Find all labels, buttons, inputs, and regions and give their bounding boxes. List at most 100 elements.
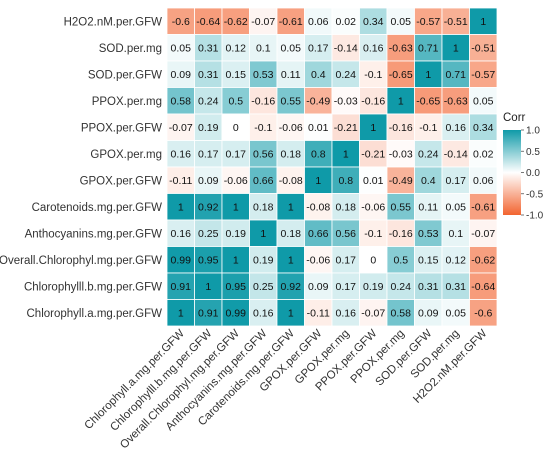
- heatmap-cell: [386, 272, 415, 300]
- cell-value-label: -0.63: [444, 96, 468, 108]
- cell-value-label: -0.51: [444, 16, 468, 28]
- heatmap-cell: [249, 166, 278, 194]
- y-axis-tick-labels: H2O2.nM.per.GFW SOD.per.mg SOD.per.GFW PPOX…: [0, 16, 162, 320]
- cell-value-label: 0.34: [473, 122, 494, 134]
- heatmap-cell: [469, 140, 498, 168]
- heatmap-cell: [166, 140, 195, 168]
- heatmap-cell: [221, 272, 250, 300]
- cell-value-label: 0.12: [446, 255, 467, 267]
- cell-value-label: 0.11: [418, 202, 438, 214]
- cell-value-label: 0.56: [336, 228, 357, 240]
- heatmap-cell: [304, 34, 333, 62]
- cell-value-label: 0.19: [363, 281, 384, 293]
- cell-value-label: 0.25: [253, 281, 274, 293]
- cell-value-label: -0.14: [444, 149, 468, 161]
- cell-value-label: 1: [343, 149, 349, 161]
- cell-value-label: 0.5: [393, 255, 408, 267]
- cell-value-label: 0.15: [418, 255, 439, 267]
- cell-value-label: 0.01: [363, 175, 384, 187]
- legend-tick-label: 0.5: [526, 147, 540, 158]
- cell-value-label: 0.16: [253, 308, 274, 320]
- cell-value-label: 0.31: [198, 69, 219, 81]
- legend: Corr 1.0 0.5 0.0 -0.5 -1.0: [503, 112, 544, 222]
- cell-value-label: 0.16: [171, 228, 192, 240]
- heatmap-cell: [304, 272, 333, 300]
- cell-value-label: 0.17: [198, 149, 219, 161]
- cell-value-label: -0.61: [471, 202, 495, 214]
- cell-value-label: -0.08: [306, 202, 330, 214]
- cell-value-label: 0.02: [473, 149, 494, 161]
- cell-value-label: 0.09: [418, 308, 439, 320]
- cell-value-label: 0.17: [446, 175, 467, 187]
- cell-value-label: 0.19: [253, 255, 274, 267]
- cell-value-label: -0.57: [416, 16, 440, 28]
- cell-value-label: -0.06: [306, 255, 330, 267]
- cell-value-label: 0.18: [253, 202, 274, 214]
- cell-value-label: 0.05: [171, 43, 192, 55]
- cell-value-label: 0.06: [473, 175, 494, 187]
- heatmap-cell: [331, 246, 360, 274]
- cell-value-label: 1: [260, 228, 266, 240]
- cell-value-label: 0.24: [336, 69, 357, 81]
- cell-value-label: 0.17: [226, 149, 247, 161]
- cell-value-label: 0.17: [336, 255, 357, 267]
- heatmap-cell: [441, 246, 470, 274]
- cell-value-label: 1: [178, 308, 184, 320]
- cell-value-label: -0.21: [334, 122, 358, 134]
- y-tick-label: GPOX.per.GFW: [80, 175, 163, 187]
- cell-value-label: -0.07: [169, 122, 193, 134]
- legend-tick-label: -1.0: [526, 211, 544, 222]
- cell-value-label: 0.19: [198, 122, 219, 134]
- cell-value-label: -0.63: [389, 43, 413, 55]
- cell-value-label: 0.4: [421, 175, 436, 187]
- y-tick-label: SOD.per.mg: [99, 43, 162, 55]
- cell-value-label: 0.95: [198, 255, 219, 267]
- cell-value-label: 0.91: [198, 308, 219, 320]
- heatmap-cell: [469, 34, 498, 62]
- heatmap-cell: [166, 87, 195, 115]
- cell-value-label: 0.24: [418, 149, 439, 161]
- cell-value-label: 0.09: [308, 281, 329, 293]
- cell-value-label: -0.64: [471, 281, 495, 293]
- cell-value-label: 0.31: [446, 281, 467, 293]
- cell-value-label: -0.11: [169, 175, 192, 187]
- cell-value-label: 1: [233, 255, 239, 267]
- heatmap-cell: [194, 166, 223, 194]
- cell-value-label: -0.08: [279, 175, 303, 187]
- cell-value-label: 0.05: [446, 308, 467, 320]
- heatmap-cell: [386, 140, 415, 168]
- cell-value-label: 1: [398, 96, 404, 108]
- heatmap-cell: [331, 166, 360, 194]
- heatmap-cell: [194, 113, 223, 141]
- legend-title: Corr: [503, 112, 526, 124]
- heatmap-cell: [221, 219, 250, 247]
- cell-value-label: 0.71: [446, 69, 467, 81]
- heatmap-cell: [469, 299, 498, 327]
- y-tick-label: PPOX.per.mg: [92, 96, 162, 108]
- heatmap-cell: [469, 193, 498, 221]
- heatmap-cell: [276, 34, 305, 62]
- heatmap-cell: [359, 272, 388, 300]
- cell-value-label: 0.58: [171, 96, 192, 108]
- cell-value-label: 0.24: [391, 281, 412, 293]
- cell-value-label: -0.64: [196, 16, 220, 28]
- cell-value-label: -0.06: [279, 122, 303, 134]
- legend-tick-label: 0.0: [526, 168, 540, 179]
- cell-value-label: 0.09: [198, 175, 219, 187]
- heatmap-cell: [386, 87, 415, 115]
- cell-value-label: 0.58: [391, 308, 412, 320]
- heatmap-cell: [414, 87, 443, 115]
- cell-value-label: 1: [178, 202, 184, 214]
- cell-value-label: 0.92: [281, 281, 302, 293]
- heatmap-cell: [386, 34, 415, 62]
- cell-value-label: 0.18: [281, 228, 302, 240]
- heatmap-cell: [331, 34, 360, 62]
- heatmap-cell: [331, 140, 360, 168]
- cell-value-label: -0.14: [334, 43, 358, 55]
- heatmap-cell: [249, 140, 278, 168]
- heatmap-cell: [469, 166, 498, 194]
- heatmap-cell-labels: -0.6 -0.64 -0.62 -0.07 -0.61 0.06 0.02 0.34 0.05…: [169, 16, 496, 320]
- heatmap-cell: [194, 7, 223, 35]
- cell-value-label: -0.06: [224, 175, 248, 187]
